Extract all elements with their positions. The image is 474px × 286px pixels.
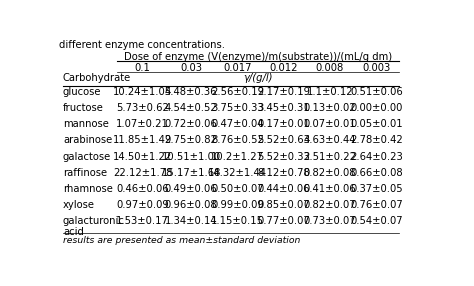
- Text: 2.64±0.23: 2.64±0.23: [350, 152, 402, 162]
- Text: 0.99±0.09: 0.99±0.09: [211, 200, 264, 210]
- Text: 0.008: 0.008: [316, 63, 344, 73]
- Text: 0.50±0.07: 0.50±0.07: [211, 184, 264, 194]
- Text: 0.13±0.02: 0.13±0.02: [304, 103, 356, 113]
- Text: 11.85±1.42: 11.85±1.42: [113, 136, 172, 146]
- Text: 2.17±0.19: 2.17±0.19: [257, 87, 310, 97]
- Text: 0.82±0.07: 0.82±0.07: [304, 200, 356, 210]
- Text: galacturonic
acid: galacturonic acid: [63, 216, 125, 237]
- Text: 8.12±0.78: 8.12±0.78: [257, 168, 310, 178]
- Text: different enzyme concentrations.: different enzyme concentrations.: [59, 40, 225, 50]
- Text: Carbohydrate: Carbohydrate: [63, 74, 131, 84]
- Text: 5.73±0.62: 5.73±0.62: [116, 103, 169, 113]
- Text: 0.003: 0.003: [362, 63, 391, 73]
- Text: 1.34±0.14: 1.34±0.14: [165, 216, 218, 226]
- Text: 0.76±0.07: 0.76±0.07: [350, 200, 402, 210]
- Text: 0.66±0.08: 0.66±0.08: [350, 168, 402, 178]
- Text: 4.54±0.52: 4.54±0.52: [165, 103, 218, 113]
- Text: xylose: xylose: [63, 200, 95, 210]
- Text: rhamnose: rhamnose: [63, 184, 113, 194]
- Text: 0.07±0.01: 0.07±0.01: [304, 119, 356, 129]
- Text: γ/(g/l): γ/(g/l): [244, 74, 273, 84]
- Text: Dose of enzyme (V(enzyme)/m(substrate))/(mL/g dm): Dose of enzyme (V(enzyme)/m(substrate))/…: [124, 52, 392, 62]
- Text: 0.97±0.09: 0.97±0.09: [116, 200, 169, 210]
- Text: 0.05±0.01: 0.05±0.01: [350, 119, 402, 129]
- Text: 0.96±0.08: 0.96±0.08: [165, 200, 218, 210]
- Text: 0.47±0.04: 0.47±0.04: [211, 119, 264, 129]
- Text: 5.52±0.63: 5.52±0.63: [257, 136, 310, 146]
- Text: glucose: glucose: [63, 87, 101, 97]
- Text: 0.00±0.00: 0.00±0.00: [350, 103, 402, 113]
- Text: 0.77±0.07: 0.77±0.07: [257, 216, 310, 226]
- Text: 0.41±0.06: 0.41±0.06: [304, 184, 356, 194]
- Text: 0.49±0.06: 0.49±0.06: [165, 184, 218, 194]
- Text: 2.51±0.22: 2.51±0.22: [303, 152, 356, 162]
- Text: 3.75±0.33: 3.75±0.33: [211, 103, 264, 113]
- Text: 1.07±0.21: 1.07±0.21: [116, 119, 169, 129]
- Text: 0.017: 0.017: [223, 63, 252, 73]
- Text: 10.2±1.27: 10.2±1.27: [211, 152, 264, 162]
- Text: 0.37±0.05: 0.37±0.05: [350, 184, 402, 194]
- Text: 0.82±0.08: 0.82±0.08: [304, 168, 356, 178]
- Text: 2.56±0.19: 2.56±0.19: [211, 87, 264, 97]
- Text: 0.85±0.07: 0.85±0.07: [257, 200, 310, 210]
- Text: 8.76±0.52: 8.76±0.52: [211, 136, 264, 146]
- Text: 0.46±0.06: 0.46±0.06: [116, 184, 169, 194]
- Text: 0.17±0.01: 0.17±0.01: [257, 119, 310, 129]
- Text: 0.54±0.07: 0.54±0.07: [350, 216, 402, 226]
- Text: 0.51±0.06: 0.51±0.06: [350, 87, 402, 97]
- Text: 10.24±1.05: 10.24±1.05: [113, 87, 172, 97]
- Text: 2.78±0.42: 2.78±0.42: [350, 136, 402, 146]
- Text: 5.52±0.33: 5.52±0.33: [257, 152, 310, 162]
- Text: raffinose: raffinose: [63, 168, 107, 178]
- Text: 4.63±0.44: 4.63±0.44: [304, 136, 356, 146]
- Text: 1.15±0.15: 1.15±0.15: [211, 216, 264, 226]
- Text: fructose: fructose: [63, 103, 104, 113]
- Text: 1.1±0.12: 1.1±0.12: [307, 87, 353, 97]
- Text: 14.50±1.22: 14.50±1.22: [113, 152, 172, 162]
- Text: 0.03: 0.03: [180, 63, 202, 73]
- Text: 1.53±0.17: 1.53±0.17: [116, 216, 169, 226]
- Text: 9.75±0.82: 9.75±0.82: [164, 136, 218, 146]
- Text: 0.73±0.07: 0.73±0.07: [304, 216, 356, 226]
- Text: 14.32±1.44: 14.32±1.44: [208, 168, 267, 178]
- Text: 0.012: 0.012: [269, 63, 298, 73]
- Text: results are presented as mean±standard deviation: results are presented as mean±standard d…: [63, 236, 301, 245]
- Text: 3.45±0.31: 3.45±0.31: [257, 103, 310, 113]
- Text: 15.17±1.68: 15.17±1.68: [162, 168, 221, 178]
- Text: 0.72±0.06: 0.72±0.06: [165, 119, 218, 129]
- Text: mannose: mannose: [63, 119, 109, 129]
- Text: 22.12±1.78: 22.12±1.78: [113, 168, 173, 178]
- Text: 0.1: 0.1: [135, 63, 151, 73]
- Text: galactose: galactose: [63, 152, 111, 162]
- Text: arabinose: arabinose: [63, 136, 112, 146]
- Text: 4.48±0.36: 4.48±0.36: [165, 87, 218, 97]
- Text: 10.51±1.00: 10.51±1.00: [162, 152, 221, 162]
- Text: 0.44±0.06: 0.44±0.06: [257, 184, 310, 194]
